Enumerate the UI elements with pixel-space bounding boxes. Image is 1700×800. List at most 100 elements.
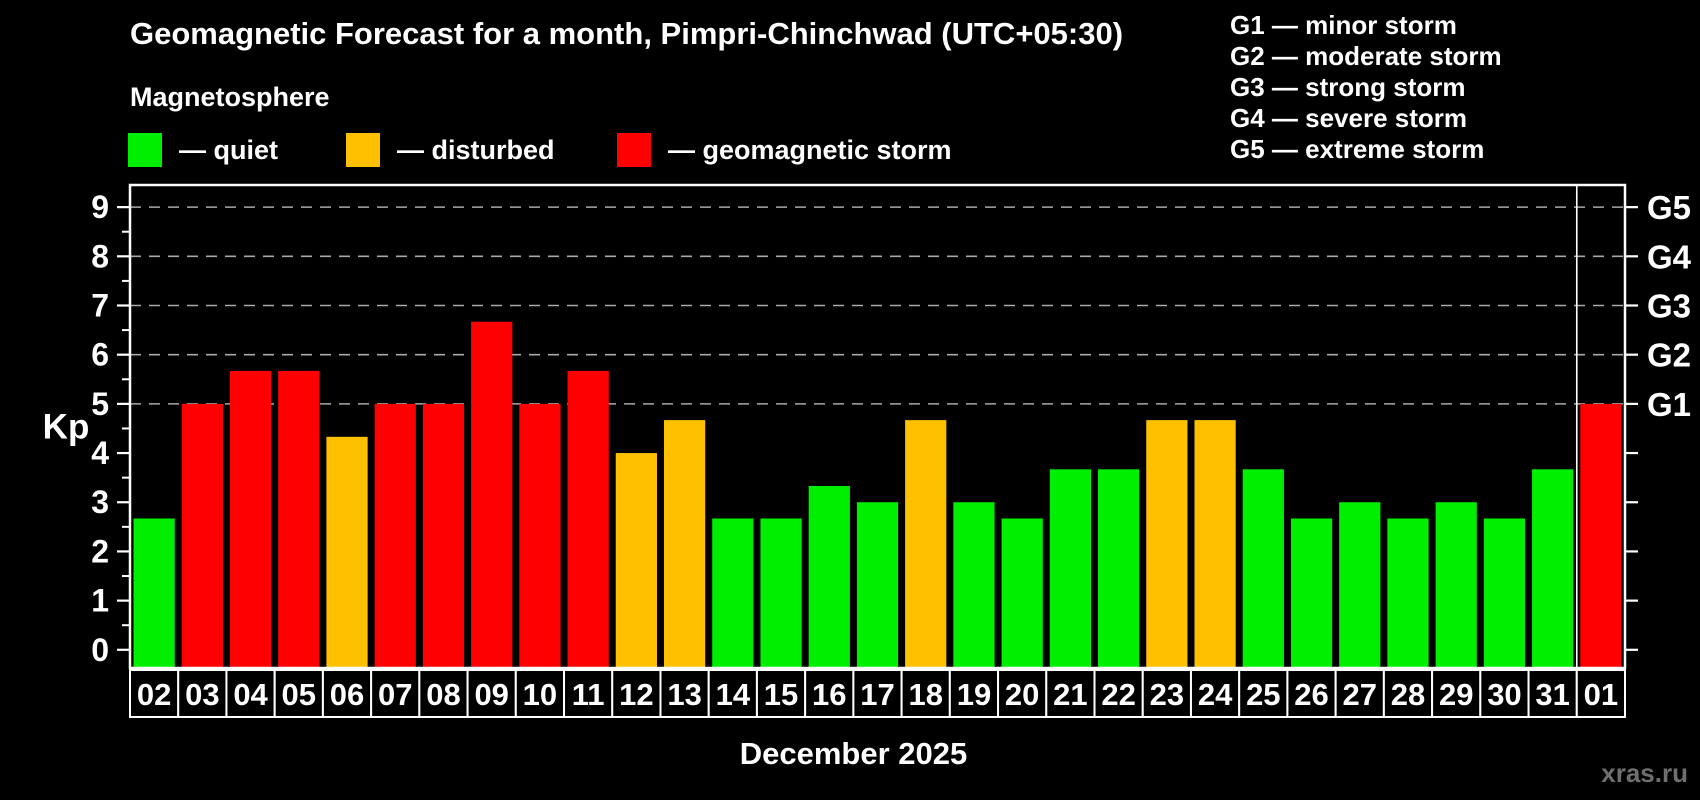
day-label-box-11 — [563, 669, 614, 718]
kp-bar-day-24 — [1194, 420, 1236, 668]
y-axis-label-9: 9 — [91, 189, 109, 225]
storm-color-swatch — [617, 133, 651, 167]
kp-bar-day-01 — [1580, 403, 1622, 668]
legend-item-label: — geomagnetic storm — [668, 134, 952, 165]
day-label-25: 25 — [1246, 677, 1280, 712]
day-label-box-08 — [418, 669, 469, 718]
magnetosphere-label: Magnetosphere — [130, 82, 330, 112]
day-label-box-27 — [1334, 669, 1385, 718]
day-label-18: 18 — [908, 677, 942, 712]
kp-bar-day-16 — [808, 486, 850, 668]
day-label-box-25 — [1238, 669, 1289, 718]
g-scale-axis-label-g3: G3 — [1647, 288, 1691, 325]
day-label-box-23 — [1141, 669, 1192, 718]
day-label-box-13 — [659, 669, 710, 718]
day-label-box-09 — [466, 669, 517, 718]
day-label-30: 30 — [1487, 677, 1521, 712]
day-label-box-16 — [804, 669, 855, 718]
kp-bar-day-27 — [1339, 502, 1381, 668]
day-label-box-26 — [1286, 669, 1337, 718]
day-label-27: 27 — [1343, 677, 1377, 712]
plot-border — [128, 183, 1627, 670]
kp-bar-day-22 — [1098, 469, 1140, 668]
kp-bar-day-11 — [567, 370, 609, 668]
kp-bar-day-30 — [1483, 518, 1526, 668]
day-label-box-14 — [707, 669, 758, 718]
kp-bar-day-07 — [374, 403, 416, 668]
day-label-04: 04 — [233, 677, 268, 712]
day-label-17: 17 — [860, 677, 894, 712]
g-scale-axis-label-g2: G2 — [1647, 337, 1691, 374]
g-scale-legend-line-g2: G2 — moderate storm — [1230, 41, 1502, 71]
day-label-box-30 — [1479, 669, 1530, 718]
legend-item-storm: — geomagnetic storm — [617, 132, 952, 168]
day-label-26: 26 — [1294, 677, 1328, 712]
kp-bar-day-29 — [1435, 502, 1477, 668]
kp-bar-day-21 — [1049, 469, 1092, 668]
day-label-box-21 — [1045, 669, 1096, 718]
day-label-box-03 — [177, 669, 228, 718]
kp-bar-day-18 — [905, 420, 947, 668]
legend-item-label: — disturbed — [397, 134, 555, 165]
y-axis-label-1: 1 — [91, 583, 109, 619]
day-label-01: 01 — [1584, 677, 1618, 712]
day-label-23: 23 — [1150, 677, 1184, 712]
kp-bar-day-19 — [953, 502, 995, 668]
day-label-box-15 — [755, 669, 807, 718]
kp-bar-day-23 — [1146, 420, 1188, 668]
kp-bar-day-10 — [519, 403, 561, 668]
kp-axis-title: Kp — [43, 407, 90, 446]
day-label-14: 14 — [716, 677, 751, 712]
y-axis-label-7: 7 — [91, 288, 109, 324]
day-label-12: 12 — [619, 677, 653, 712]
day-label-box-18 — [900, 669, 951, 718]
g-scale-axis-label-g5: G5 — [1647, 189, 1691, 226]
g-scale-axis-label-g4: G4 — [1647, 238, 1692, 275]
kp-bar-day-09 — [471, 321, 513, 668]
day-label-02: 02 — [137, 677, 171, 712]
quiet-color-swatch — [128, 133, 162, 167]
disturbed-color-swatch — [346, 133, 380, 167]
kp-bar-day-31 — [1532, 469, 1574, 668]
legend-item-label: — quiet — [179, 134, 278, 165]
kp-bar-day-12 — [615, 453, 657, 668]
kp-bar-day-04 — [229, 370, 272, 668]
day-label-31: 31 — [1535, 677, 1569, 712]
kp-bar-day-26 — [1290, 518, 1333, 668]
day-label-21: 21 — [1053, 677, 1087, 712]
kp-bar-day-03 — [181, 403, 223, 668]
y-axis-label-4: 4 — [91, 435, 109, 471]
day-label-19: 19 — [957, 677, 991, 712]
g-scale-axis-label-g1: G1 — [1647, 386, 1691, 423]
day-label-24: 24 — [1198, 677, 1233, 712]
day-label-28: 28 — [1391, 677, 1425, 712]
g-scale-legend: G1 — minor storm G2 — moderate storm G3 … — [1230, 10, 1502, 165]
kp-bar-day-17 — [856, 502, 899, 668]
kp-bar-day-25 — [1242, 469, 1284, 668]
kp-bar-day-05 — [278, 370, 320, 668]
month-label: December 2025 — [739, 736, 968, 771]
kp-bar-day-02 — [133, 518, 175, 668]
day-label-box-02 — [129, 669, 180, 718]
legend-item-quiet: — quiet — [128, 132, 278, 168]
day-label-29: 29 — [1439, 677, 1473, 712]
g-scale-legend-line-g1: G1 — minor storm — [1230, 10, 1457, 40]
day-label-07: 07 — [378, 677, 412, 712]
xras-watermark: xras.ru — [1601, 758, 1688, 788]
kp-bar-day-15 — [760, 518, 802, 668]
day-label-09: 09 — [474, 677, 508, 712]
y-axis-label-0: 0 — [91, 632, 109, 668]
day-label-13: 13 — [667, 677, 701, 712]
day-label-03: 03 — [185, 677, 219, 712]
y-axis-label-8: 8 — [91, 238, 109, 274]
day-label-08: 08 — [426, 677, 460, 712]
g-scale-legend-line-g4: G4 — severe storm — [1230, 103, 1468, 133]
page-title: Geomagnetic Forecast for a month, Pimpri… — [130, 16, 1124, 51]
day-label-20: 20 — [1005, 677, 1039, 712]
day-label-16: 16 — [812, 677, 846, 712]
g-scale-legend-line-g3: G3 — strong storm — [1230, 72, 1466, 102]
kp-bar-day-20 — [1001, 518, 1043, 668]
day-label-box-12 — [611, 669, 662, 718]
